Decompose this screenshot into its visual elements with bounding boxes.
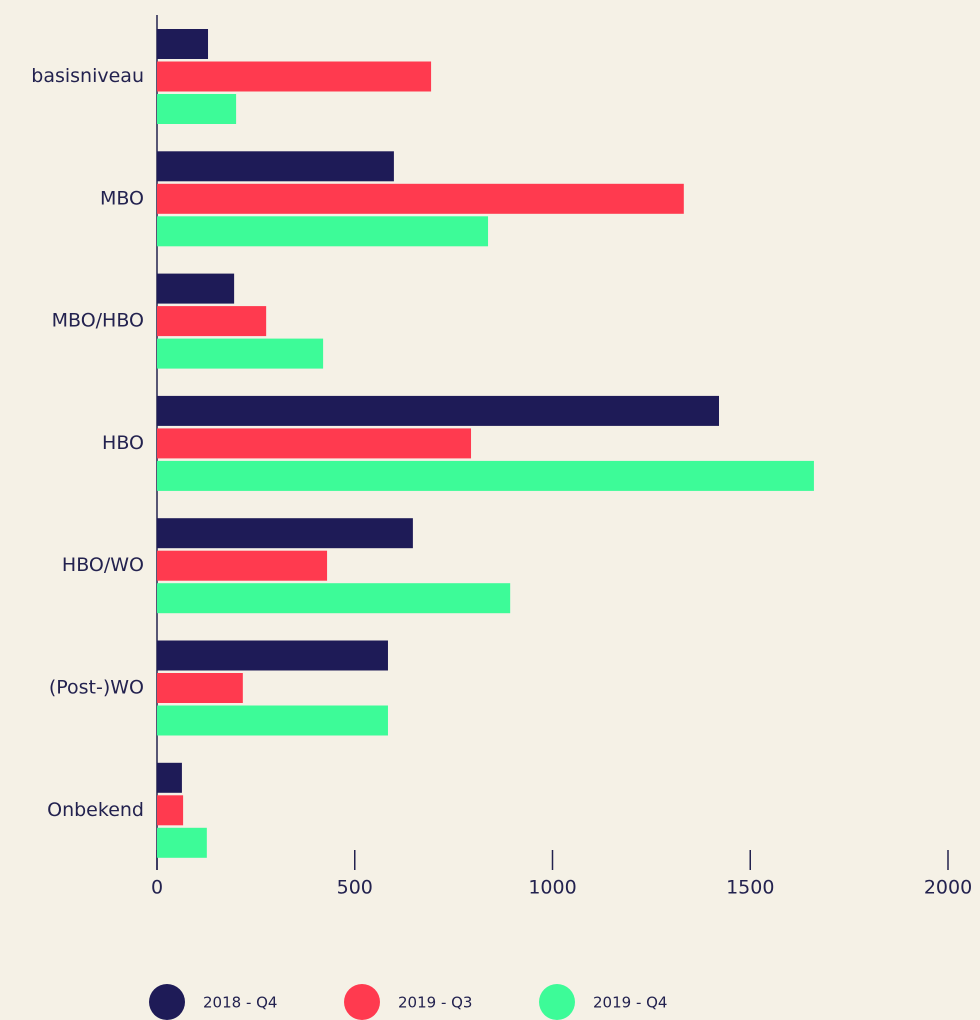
bar: [157, 705, 388, 736]
bar: [157, 550, 328, 581]
y-tick-label: (Post-)WO: [49, 677, 144, 699]
legend-swatch: [344, 984, 380, 1020]
bar: [157, 306, 267, 337]
x-tick-label: 1500: [726, 877, 774, 899]
y-tick-label: HBO: [102, 432, 144, 454]
bar: [157, 795, 184, 826]
x-tick-label: 0: [151, 877, 163, 899]
x-tick-label: 1000: [528, 877, 576, 899]
bar: [157, 61, 432, 92]
legend-swatch: [539, 984, 575, 1020]
legend-swatch: [149, 984, 185, 1020]
bar: [157, 460, 814, 491]
y-tick-label: MBO: [100, 187, 144, 209]
bar: [157, 183, 684, 214]
bar: [157, 583, 511, 614]
x-tick-label: 500: [337, 877, 373, 899]
legend-label: 2019 - Q4: [593, 994, 667, 1012]
bar: [157, 395, 720, 426]
bar: [157, 29, 209, 59]
x-tick-label: 2000: [924, 877, 972, 899]
bar: [157, 640, 388, 671]
legend-label: 2018 - Q4: [203, 994, 277, 1012]
y-tick-label: Onbekend: [47, 799, 144, 821]
y-tick-label: MBO/HBO: [52, 310, 144, 332]
legend-label: 2019 - Q3: [398, 994, 472, 1012]
bar: [157, 518, 413, 549]
bar: [157, 151, 394, 182]
y-tick-label: HBO/WO: [62, 554, 144, 576]
bar: [157, 428, 472, 459]
bar: [157, 762, 182, 793]
bar: [157, 216, 489, 247]
bar: [157, 338, 324, 369]
y-tick-label: basisniveau: [31, 65, 144, 87]
bar: [157, 94, 237, 124]
bar: [157, 273, 235, 304]
bar: [157, 673, 243, 703]
bar: [157, 827, 207, 858]
